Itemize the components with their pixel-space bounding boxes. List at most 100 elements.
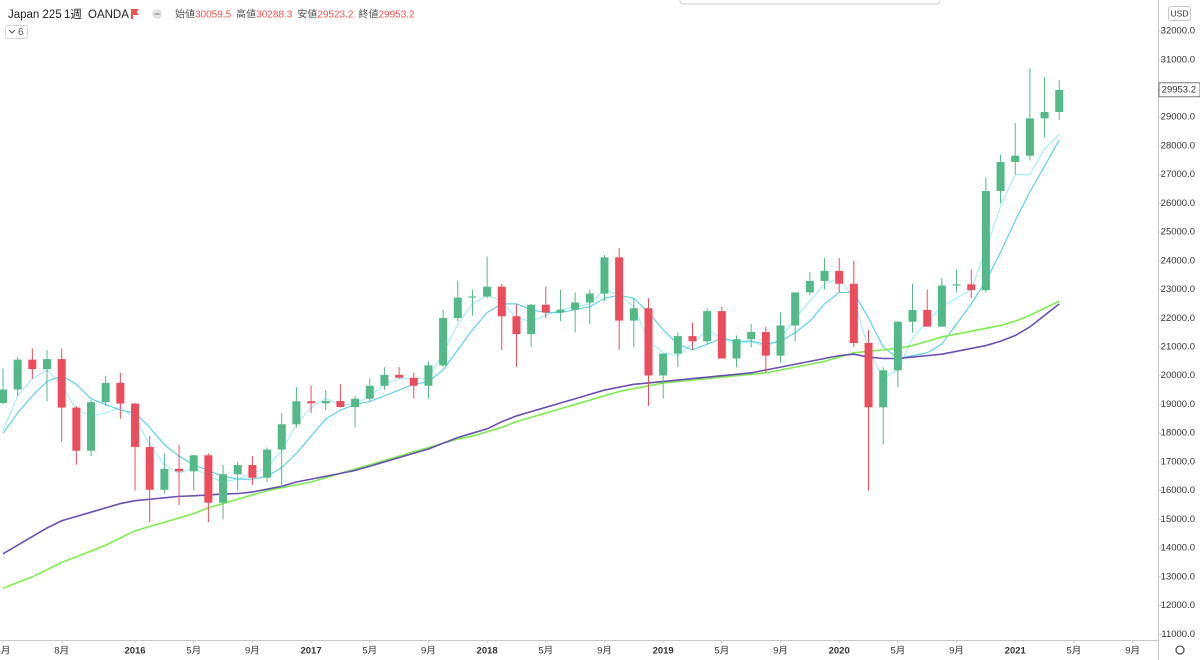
- candle-body: [879, 370, 888, 408]
- candle-body: [1055, 89, 1064, 113]
- candle-body: [439, 317, 448, 366]
- y-tick-label: 26000.0: [1161, 198, 1195, 209]
- candle-body: [1011, 155, 1020, 163]
- candle-body: [893, 321, 902, 371]
- candle-body: [351, 398, 360, 408]
- candle-body: [923, 309, 932, 327]
- y-tick-label: 27000.0: [1161, 169, 1195, 180]
- x-tick-label: 9月: [1125, 646, 1140, 657]
- y-tick-label: 19000.0: [1161, 399, 1195, 410]
- x-tick-label: 2020: [829, 646, 850, 657]
- y-tick-label: 28000.0: [1161, 140, 1195, 151]
- x-tick-label: 5月: [890, 646, 905, 657]
- candle-body: [101, 382, 110, 403]
- candle-body: [981, 191, 990, 291]
- ohlc-value: 29953.2: [378, 10, 415, 21]
- candle-body: [585, 293, 594, 303]
- source[interactable]: OANDA: [88, 9, 129, 21]
- x-tick-label: 5月: [362, 646, 377, 657]
- candle-body: [233, 465, 242, 475]
- indicators-toggle[interactable]: [5, 25, 28, 39]
- y-tick-label: 13000.0: [1161, 571, 1195, 582]
- x-tick-label: 2021: [1005, 646, 1027, 657]
- x-tick-label: 9月: [773, 646, 788, 657]
- candle-body: [28, 359, 37, 370]
- indicator-count: 6: [18, 27, 24, 38]
- x-tick-label: 5月: [186, 646, 201, 657]
- y-tick-label: 11000.0: [1161, 629, 1195, 640]
- candle-body: [497, 286, 506, 317]
- toolbar-popup[interactable]: [679, 0, 941, 5]
- ohlc-value: 30288.3: [256, 10, 293, 21]
- moving-average-line: [2, 300, 1060, 590]
- y-tick-label: 31000.0: [1161, 54, 1195, 65]
- candle-body: [72, 407, 81, 451]
- candle-body: [600, 257, 609, 294]
- settings-icon[interactable]: [1175, 645, 1185, 655]
- candle-body: [145, 446, 154, 490]
- candle-body: [644, 308, 653, 376]
- candle-body: [1025, 118, 1034, 156]
- candle-body: [937, 285, 946, 327]
- candle-body: [116, 382, 125, 404]
- candle-body: [292, 401, 301, 425]
- candle-body: [321, 401, 330, 404]
- candles: [0, 68, 1064, 523]
- x-tick-label: 9月: [421, 646, 436, 657]
- y-tick-label: 23000.0: [1161, 284, 1195, 295]
- currency-box[interactable]: [1168, 6, 1191, 21]
- flag-icon[interactable]: [131, 9, 139, 19]
- x-tick-label: 2017: [300, 646, 321, 657]
- y-tick-label: 12000.0: [1161, 600, 1195, 611]
- y-tick-label: 29000.0: [1161, 112, 1195, 123]
- candle-body: [556, 309, 565, 313]
- candle-body: [703, 311, 712, 342]
- candle-body: [409, 377, 418, 386]
- x-tick-label: 5月: [714, 646, 729, 657]
- candle-body: [87, 402, 96, 451]
- candle-body: [688, 336, 697, 342]
- candle-body: [659, 353, 668, 376]
- x-tick-label: 2019: [653, 646, 674, 657]
- candle-body: [761, 332, 770, 356]
- candle-body: [849, 283, 858, 343]
- candle-body: [468, 296, 477, 298]
- candle-body: [424, 365, 433, 386]
- candle-body: [336, 401, 345, 408]
- candle-body: [204, 455, 213, 503]
- x-tick-label: 8月: [54, 646, 69, 657]
- candle-body: [776, 325, 785, 356]
- x-tick-label: 2018: [477, 646, 498, 657]
- candle-body: [571, 302, 580, 310]
- interval[interactable]: 1週: [64, 8, 82, 21]
- candle-body: [952, 284, 961, 286]
- candle-body: [791, 292, 800, 326]
- y-tick-label: 24000.0: [1161, 255, 1195, 266]
- candle-body: [820, 270, 829, 281]
- candle-body: [189, 455, 198, 472]
- chevron-icon: [8, 29, 16, 34]
- y-tick-label: 32000.0: [1161, 26, 1195, 37]
- candle-body: [512, 316, 521, 335]
- x-tick-label: 4月: [0, 646, 10, 657]
- candle-body: [967, 284, 976, 291]
- y-tick-label: 14000.0: [1161, 543, 1195, 554]
- candle-body: [864, 342, 873, 408]
- symbol[interactable]: Japan 225: [8, 9, 62, 21]
- candle-body: [483, 286, 492, 297]
- candle-body: [277, 424, 286, 450]
- x-tick-label: 5月: [1067, 646, 1082, 657]
- candle-body: [219, 474, 228, 503]
- candle-body: [1040, 112, 1049, 119]
- candle-body: [13, 359, 22, 390]
- y-tick-label: 22000.0: [1161, 313, 1195, 324]
- x-tick-label: 9月: [597, 646, 612, 657]
- candle-body: [747, 332, 756, 340]
- candle-body: [835, 270, 844, 284]
- y-tick-label: 20000.0: [1161, 370, 1195, 381]
- candle-body: [541, 304, 550, 313]
- candle-body: [131, 403, 140, 447]
- candle-body: [57, 359, 66, 408]
- last-price-tag: [1158, 82, 1200, 98]
